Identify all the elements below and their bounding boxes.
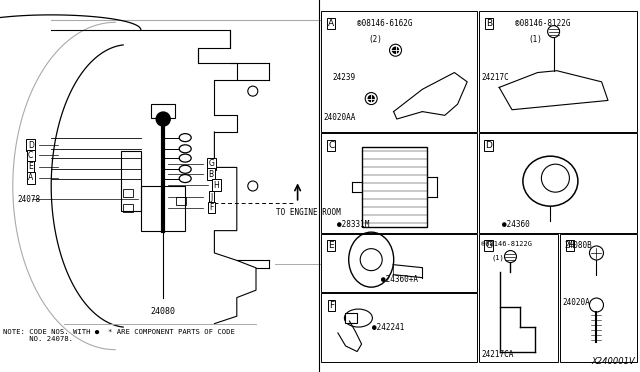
Bar: [560, 234, 637, 362]
Text: ®08146-8122G: ®08146-8122G: [481, 241, 532, 247]
Text: A: A: [28, 173, 33, 182]
Text: 24080: 24080: [150, 307, 176, 316]
Text: 24078: 24078: [18, 195, 41, 203]
Bar: [176, 197, 186, 205]
Text: E: E: [328, 241, 334, 250]
Text: A: A: [328, 19, 334, 28]
Circle shape: [392, 47, 399, 53]
Bar: [345, 313, 356, 323]
Text: C: C: [28, 151, 33, 160]
Text: 24217CA: 24217CA: [481, 350, 514, 359]
Text: TO ENGINE ROOM: TO ENGINE ROOM: [276, 208, 341, 217]
Bar: [141, 186, 185, 231]
Circle shape: [368, 96, 374, 102]
Text: 24020A: 24020A: [563, 298, 590, 307]
Bar: [321, 133, 477, 232]
Text: (1): (1): [492, 255, 504, 261]
Bar: [479, 133, 637, 232]
Text: F: F: [329, 301, 334, 310]
Text: E: E: [28, 162, 33, 171]
Text: ●242241: ●242241: [372, 323, 405, 332]
Bar: [121, 151, 141, 211]
Text: H: H: [566, 241, 573, 250]
Text: 24080B: 24080B: [564, 241, 592, 250]
Text: 24217C: 24217C: [481, 73, 509, 81]
Text: X240001V: X240001V: [591, 357, 635, 366]
Text: ●24360+A: ●24360+A: [381, 275, 418, 283]
Circle shape: [156, 112, 170, 126]
Text: ®08146-8122G: ®08146-8122G: [515, 19, 571, 28]
Bar: [123, 189, 133, 198]
Text: F: F: [209, 203, 213, 212]
Text: D: D: [28, 141, 34, 150]
Text: 24239: 24239: [333, 73, 356, 81]
Text: 24020AA: 24020AA: [323, 113, 356, 122]
Text: NOTE: CODE NOS. WITH ●  * ARE COMPONENT PARTS OF CODE
      NO. 24078.: NOTE: CODE NOS. WITH ● * ARE COMPONENT P…: [3, 329, 235, 342]
Bar: [321, 11, 477, 132]
Text: J: J: [210, 193, 212, 202]
Text: ●24360: ●24360: [502, 220, 530, 229]
Bar: [321, 293, 477, 362]
Text: H: H: [214, 181, 219, 190]
Bar: [479, 11, 637, 132]
Bar: [362, 147, 427, 227]
Bar: [123, 204, 133, 212]
Bar: [321, 234, 477, 292]
Text: C: C: [328, 141, 335, 150]
Text: B: B: [209, 170, 214, 179]
Text: ®08146-6162G: ®08146-6162G: [357, 19, 413, 28]
Text: (2): (2): [368, 35, 382, 44]
Bar: [479, 234, 558, 362]
Text: G: G: [208, 159, 214, 168]
Text: G: G: [485, 241, 492, 250]
Text: D: D: [485, 141, 492, 150]
Text: B: B: [486, 19, 492, 28]
Bar: [151, 104, 175, 118]
Text: ●28331M: ●28331M: [337, 220, 370, 229]
Text: (1): (1): [528, 35, 542, 44]
